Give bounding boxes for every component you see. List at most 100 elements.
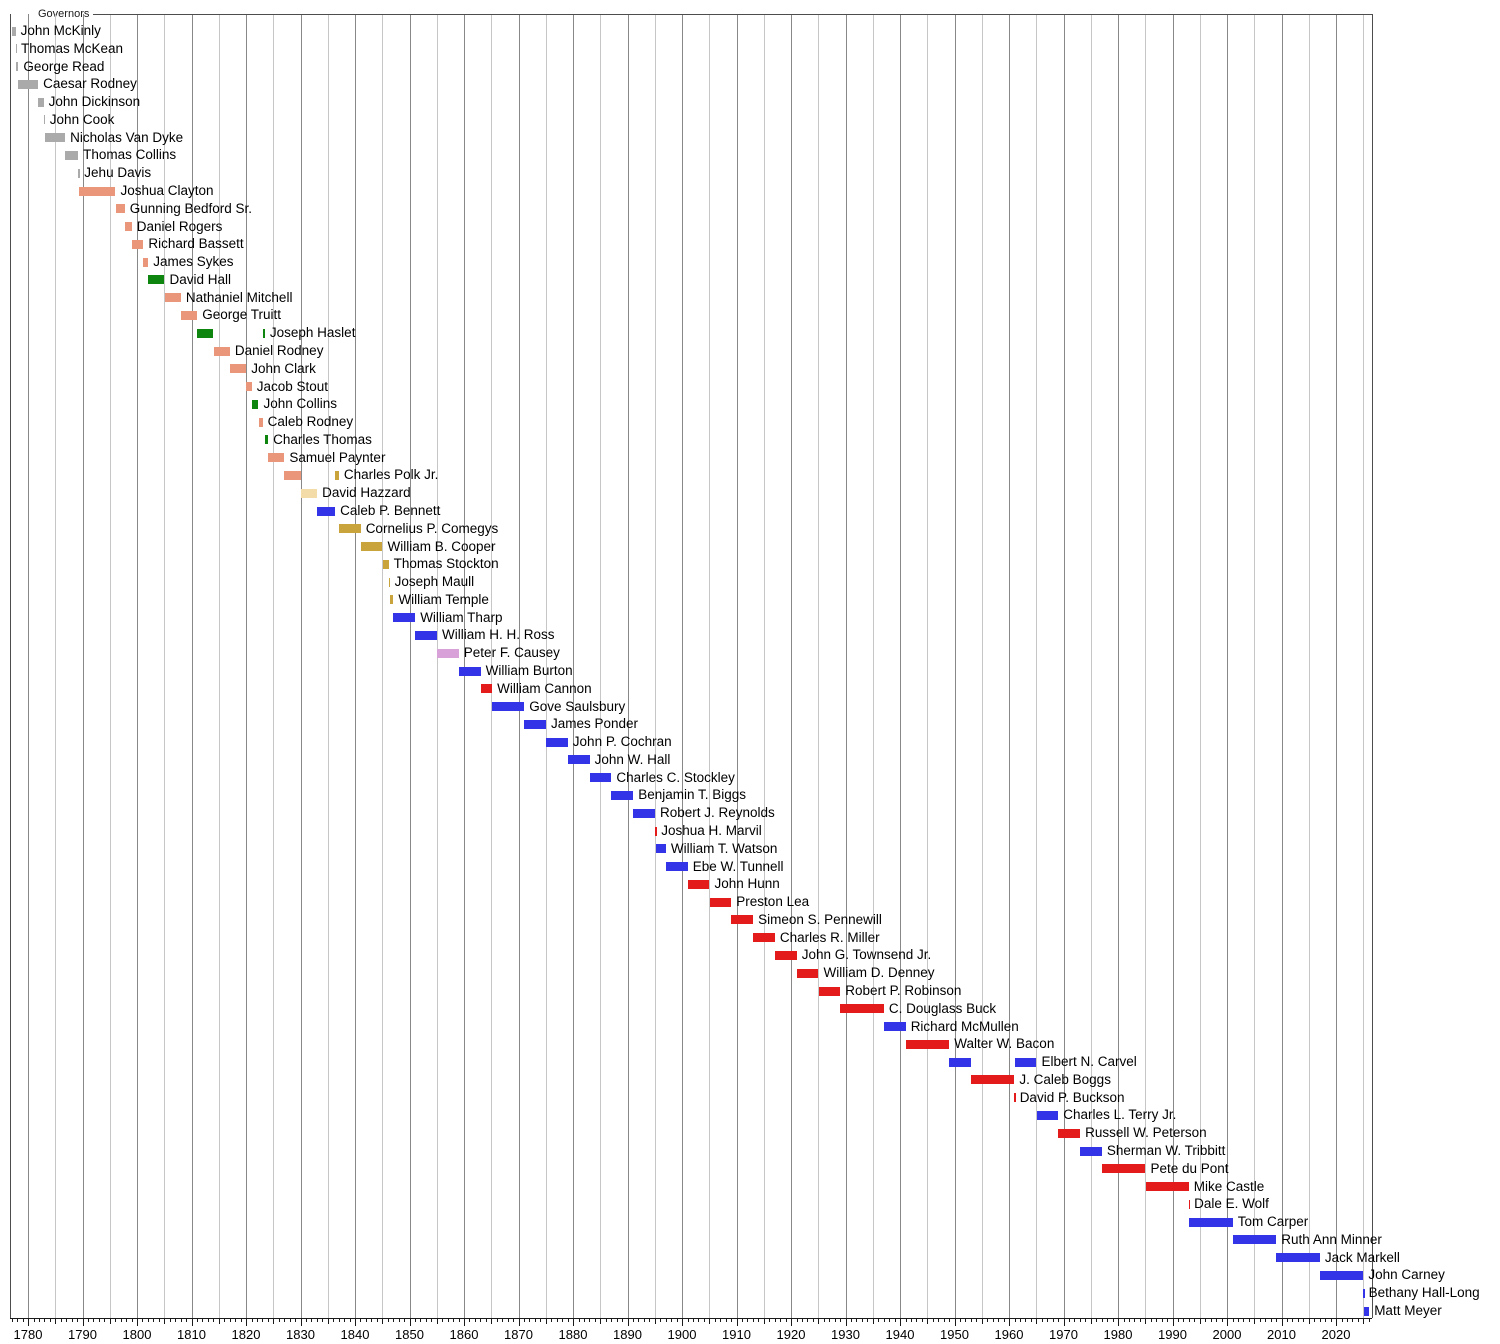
governor-name-label: Charles C. Stockley <box>616 769 735 785</box>
minor-tick <box>229 1318 231 1322</box>
governor-row: John Cook <box>0 111 1500 129</box>
term-bar <box>388 577 391 587</box>
minor-tick <box>33 1318 35 1322</box>
major-tick <box>927 1318 929 1324</box>
term-bar <box>115 204 125 214</box>
decade-gridline <box>736 14 738 1318</box>
gridline <box>654 14 656 1318</box>
x-tick-label: 1810 <box>177 1327 206 1342</box>
governor-row: Charles Thomas <box>0 431 1500 449</box>
minor-tick <box>425 1318 427 1322</box>
governor-name-label: Preston Lea <box>736 894 810 910</box>
minor-tick <box>77 1318 79 1322</box>
minor-tick <box>142 1318 144 1322</box>
governor-name-label: Benjamin T. Biggs <box>638 787 746 803</box>
term-bar <box>317 506 335 516</box>
term-bar <box>905 1039 950 1049</box>
governor-name-label: Russell W. Peterson <box>1085 1125 1207 1141</box>
governor-row: George Read <box>0 58 1500 76</box>
decade-gridline <box>627 14 629 1318</box>
term-bar <box>753 933 775 943</box>
x-tick-label: 1940 <box>885 1327 915 1342</box>
minor-tick <box>1237 1318 1239 1322</box>
minor-tick <box>447 1318 449 1322</box>
minor-tick <box>910 1318 912 1322</box>
governor-name-label: Simeon S. Pennewill <box>758 911 882 927</box>
governor-row: Thomas Stockton <box>0 555 1500 573</box>
major-tick <box>1172 1318 1174 1326</box>
x-tick-label: 1860 <box>449 1327 479 1342</box>
minor-tick <box>1183 1318 1185 1322</box>
major-tick <box>763 1318 765 1324</box>
minor-tick <box>305 1318 307 1322</box>
minor-tick <box>1276 1318 1277 1322</box>
minor-tick <box>98 1318 100 1322</box>
minor-tick <box>333 1318 335 1322</box>
minor-tick <box>1096 1318 1098 1322</box>
minor-tick <box>649 1318 651 1322</box>
governor-row: Ebe W. Tunnell <box>0 858 1500 876</box>
minor-tick <box>1030 1318 1032 1322</box>
minor-tick <box>376 1318 378 1322</box>
minor-tick <box>894 1318 896 1322</box>
minor-tick <box>1167 1318 1168 1322</box>
gridline <box>763 14 765 1318</box>
x-tick-label: 1920 <box>776 1327 806 1342</box>
term-bar <box>1145 1182 1189 1192</box>
minor-tick <box>202 1318 204 1322</box>
governor-row: Peter F. Causey <box>0 644 1500 662</box>
major-tick <box>273 1318 275 1324</box>
governor-name-label: William B. Cooper <box>387 538 496 554</box>
gridline <box>872 14 874 1318</box>
minor-tick <box>1319 1318 1321 1322</box>
minor-tick <box>1352 1318 1354 1322</box>
governor-name-label: John Clark <box>251 360 316 376</box>
major-tick <box>464 1318 465 1326</box>
minor-tick <box>311 1318 313 1322</box>
minor-tick <box>1232 1318 1234 1322</box>
gridline <box>382 14 384 1318</box>
gridline <box>491 14 493 1318</box>
term-bar <box>971 1075 1015 1085</box>
decade-gridline <box>1281 14 1283 1318</box>
x-tick-label: 1870 <box>504 1327 533 1342</box>
minor-tick <box>1123 1318 1125 1322</box>
governor-name-label: Sherman W. Tribbitt <box>1106 1143 1226 1158</box>
governor-row: John Hunn <box>0 875 1500 893</box>
minor-tick <box>998 1318 1000 1322</box>
governor-name-label: George Read <box>23 58 105 74</box>
major-tick <box>791 1318 792 1326</box>
term-bar <box>38 97 44 107</box>
governor-name-label: John Dickinson <box>48 94 141 110</box>
governor-name-label: John Carney <box>1368 1267 1445 1283</box>
term-bar <box>258 417 263 427</box>
minor-tick <box>731 1318 733 1322</box>
minor-tick <box>932 1318 934 1322</box>
term-bar <box>18 79 39 89</box>
minor-tick <box>605 1318 607 1322</box>
decade-gridline <box>246 14 247 1318</box>
minor-tick <box>524 1318 525 1322</box>
minor-tick <box>371 1318 373 1322</box>
minor-tick <box>60 1318 62 1322</box>
x-tick-label: 1990 <box>1158 1327 1187 1342</box>
minor-tick <box>943 1318 945 1322</box>
governor-name-label: William Tharp <box>420 609 503 625</box>
minor-tick <box>387 1318 389 1322</box>
term-bar <box>78 168 80 178</box>
term-bar <box>1014 1093 1016 1103</box>
minor-tick <box>1248 1318 1250 1322</box>
minor-tick <box>921 1318 923 1322</box>
major-tick <box>1145 1318 1147 1324</box>
term-bar <box>246 382 252 392</box>
term-bar <box>65 150 79 160</box>
term-bar <box>774 950 797 960</box>
minor-tick <box>578 1318 580 1322</box>
governor-row: Nicholas Van Dyke <box>0 129 1500 147</box>
governor-row: David Hall <box>0 271 1500 289</box>
term-bar <box>546 737 568 747</box>
governor-row: Robert J. Reynolds <box>0 804 1500 822</box>
minor-tick <box>507 1318 509 1322</box>
governor-row: William T. Watson <box>0 840 1500 858</box>
x-axis-line <box>10 1318 1372 1319</box>
